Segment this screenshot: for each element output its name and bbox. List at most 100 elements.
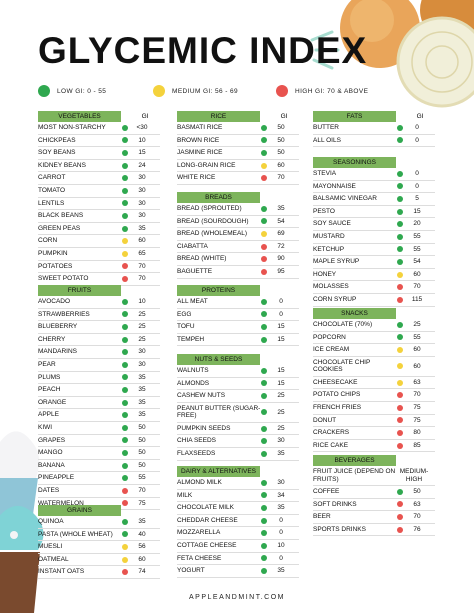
gi-dot: [122, 424, 128, 431]
food-row: FLAXSEEDS 35: [177, 448, 299, 461]
food-row: MUSTARD 55: [313, 231, 435, 244]
food-name: RICE CAKE: [313, 441, 349, 449]
section: DAIRY & ALTERNATIVES ALMOND MILK 30 MILK 34 C…: [177, 466, 299, 578]
food-name: ICE CREAM: [313, 346, 350, 354]
food-name: BLACK BEANS: [38, 212, 84, 220]
food-row: COTTAGE CHEESE 10: [177, 540, 299, 553]
gi-dot: [122, 437, 128, 444]
gi-value: 74: [138, 568, 146, 576]
gi-value: 35: [277, 205, 285, 213]
food-row: POTATO CHIPS 70: [313, 389, 435, 402]
food-name: WHITE RICE: [177, 174, 216, 182]
food-row: BASMATI RICE 50: [177, 122, 299, 135]
gi-value: 70: [277, 174, 285, 182]
gi-dot: [261, 409, 267, 416]
section-title: SNACKS: [313, 308, 396, 319]
onion-slice: [396, 16, 474, 108]
section: BREADS BREAD (SPROUTED) 35 BREAD (SOURDOUGH…: [177, 192, 299, 279]
gi-dot: [397, 321, 403, 328]
gi-dot: [122, 263, 128, 270]
title: GLYCEMIC INDEX: [38, 30, 368, 71]
gi-dot: [122, 361, 128, 368]
food-row: CARROT 30: [38, 172, 160, 185]
food-name: CIABATTA: [177, 242, 208, 250]
food-row: MOZZARELLA 0: [177, 527, 299, 540]
food-name: CRACKERS: [313, 429, 350, 437]
gi-value: 65: [138, 249, 146, 257]
food-row: WALNUTS 15: [177, 365, 299, 378]
accent-strokes: [310, 30, 340, 70]
food-row: CHOCOLATE MILK 35: [177, 502, 299, 515]
gi-value: 50: [277, 136, 285, 144]
food-name: PUMPKIN SEEDS: [177, 424, 231, 432]
gi-value: 75: [413, 416, 421, 424]
section: FATS GI BUTTER 0 ALL OILS 0: [313, 111, 435, 148]
food-row: ALMOND MILK 30: [177, 477, 299, 490]
food-name: LONG-GRAIN RICE: [177, 161, 236, 169]
gi-value: 0: [279, 310, 283, 318]
section-header: BEVERAGES: [313, 455, 435, 466]
gi-dot: [122, 323, 128, 330]
gi-value: 30: [138, 348, 146, 356]
gi-dot: [261, 175, 267, 182]
section: PROTEINS ALL MEAT 0 EGG 0 TOFU 15 TEMPEH 15: [177, 285, 299, 347]
gi-dot: [122, 412, 128, 419]
gi-dot: [122, 543, 128, 550]
gi-dot: [397, 284, 403, 291]
food-row: MOLASSES 70: [313, 281, 435, 294]
food-name: MOLASSES: [313, 283, 349, 291]
food-row: HONEY 60: [313, 269, 435, 282]
gi-value: 55: [413, 333, 421, 341]
section-title: SEASONINGS: [313, 157, 396, 168]
food-row: CHERRY 25: [38, 334, 160, 347]
legend-item: HIGH GI: 70 & ABOVE: [276, 85, 368, 97]
onion-ring: [411, 31, 473, 93]
gi-dot: [122, 225, 128, 232]
food-name: POTATO CHIPS: [313, 391, 361, 399]
food-row: BROWN RICE 50: [177, 135, 299, 148]
food-row: BREAD (WHITE) 90: [177, 253, 299, 266]
section-title: BREADS: [177, 192, 260, 203]
food-row: CHOCOLATE (70%) 25: [313, 319, 435, 332]
gi-value: 30: [138, 361, 146, 369]
onion-ring: [425, 45, 459, 79]
food-name: CORN SYRUP: [313, 295, 357, 303]
section-title: FRUITS: [38, 285, 121, 296]
gi-dot: [261, 392, 267, 399]
gi-dot: [261, 149, 267, 156]
gi-value: 0: [279, 516, 283, 524]
food-row: TEMPEH 15: [177, 334, 299, 347]
food-row: FETA CHEESE 0: [177, 553, 299, 566]
gi-dot: [261, 450, 267, 457]
gi-value: 50: [138, 449, 146, 457]
gi-value: 35: [277, 450, 285, 458]
gi-value: 0: [415, 170, 419, 178]
gi-dot: [122, 175, 128, 182]
legend-dot: [276, 85, 288, 97]
gi-value: 40: [138, 530, 146, 538]
food-row: BAGUETTE 95: [177, 266, 299, 279]
food-row: CHIA SEEDS 30: [177, 435, 299, 448]
gi-value: 0: [415, 124, 419, 132]
frosting: [0, 506, 44, 550]
food-name: CARROT: [38, 174, 66, 182]
gi-value: 10: [277, 542, 285, 550]
gi-dot: [122, 149, 128, 156]
legend-label: HIGH GI: 70 & ABOVE: [295, 87, 369, 95]
food-row: POPCORN 55: [313, 332, 435, 345]
food-row: COFFEE 50: [313, 486, 435, 499]
gi-header: GI: [280, 113, 288, 120]
section: SEASONINGS STEVIA 0 MAYONNAISE 0 BALSAMIC VIN…: [313, 157, 435, 307]
food-name: FETA CHEESE: [177, 554, 222, 562]
gi-value: 15: [277, 379, 285, 387]
gi-dot: [261, 504, 267, 511]
food-row: BREAD (SOURDOUGH) 54: [177, 216, 299, 229]
gi-dot: [261, 124, 267, 131]
food-row: PESTO 15: [313, 206, 435, 219]
gi-dot: [261, 323, 267, 330]
gi-dot: [122, 124, 128, 131]
gi-dot: [397, 124, 403, 131]
food-name: DATES: [38, 486, 60, 494]
food-name: FLAXSEEDS: [177, 450, 216, 458]
